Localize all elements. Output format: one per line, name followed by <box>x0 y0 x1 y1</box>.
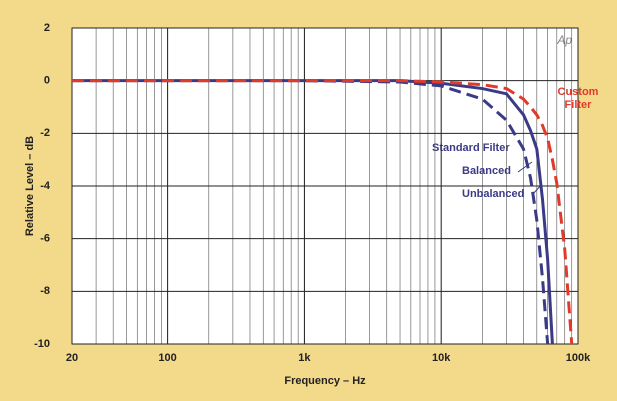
x-tick-label: 1k <box>298 352 311 364</box>
y-tick-label: 0 <box>44 75 50 87</box>
y-tick-label: -10 <box>34 338 50 350</box>
series-label: Custom Filter <box>557 86 599 111</box>
x-tick-label: 100k <box>566 352 591 364</box>
y-tick-label: -6 <box>40 233 50 245</box>
y-tick-label: -2 <box>40 127 50 139</box>
series-label: Unbalanced <box>462 188 525 200</box>
logo: Ap <box>556 33 572 47</box>
y-tick-label: -8 <box>40 285 50 297</box>
pointer <box>517 161 533 173</box>
annotation: Standard Filter <box>432 142 510 154</box>
x-tick-label: 20 <box>66 352 78 364</box>
y-tick-label: -4 <box>40 180 51 192</box>
y-tick-label: 2 <box>44 22 50 34</box>
x-tick-label: 10k <box>432 352 451 364</box>
x-axis-label: Frequency – Hz <box>284 375 366 387</box>
series-label: Balanced <box>462 165 511 177</box>
y-axis-label: Relative Level – dB <box>24 136 36 236</box>
x-tick-label: 100 <box>158 352 176 364</box>
pointer <box>532 183 543 195</box>
